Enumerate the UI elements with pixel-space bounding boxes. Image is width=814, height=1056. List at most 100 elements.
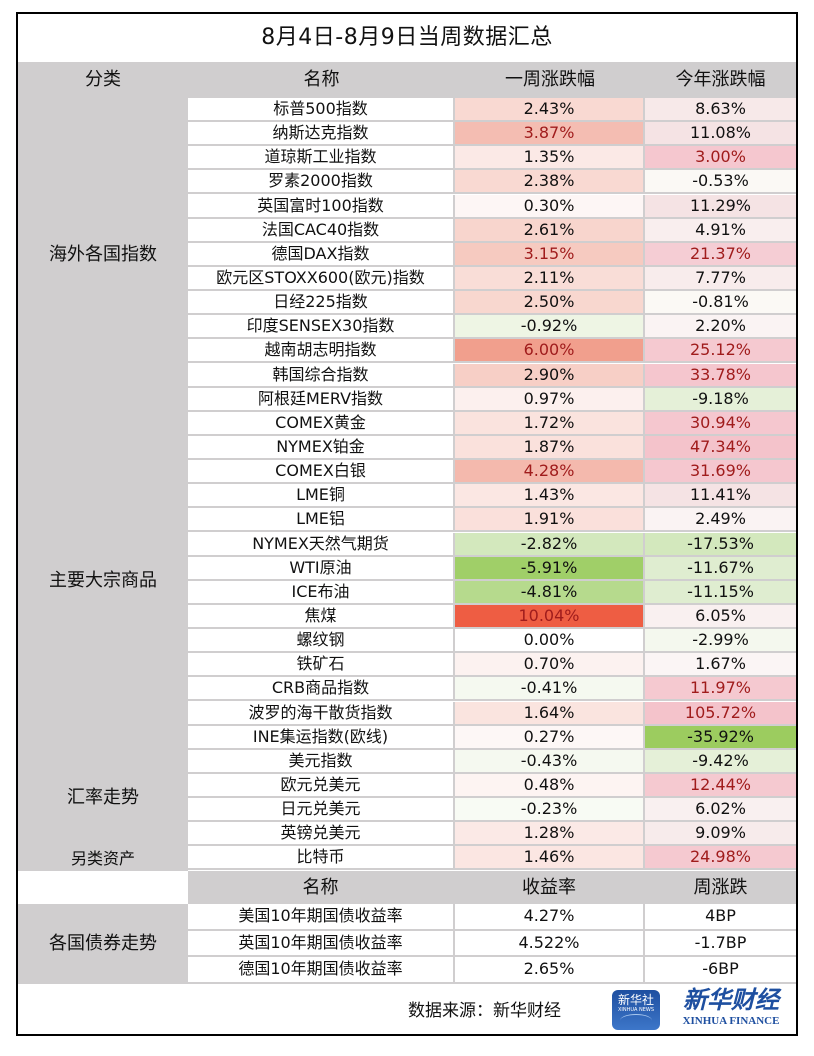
table-row: 美元指数 -0.43% -9.42%: [188, 749, 796, 774]
table-row: 法国CAC40指数 2.61% 4.91%: [188, 218, 796, 243]
table-row: 欧元兑美元 0.48% 12.44%: [188, 773, 796, 798]
header-ytd-change: 今年涨跌幅: [675, 69, 766, 90]
row-name: 焦煤: [188, 604, 455, 629]
bond-header-name: 名称: [302, 877, 339, 898]
row-weekly-change: 2.43%: [455, 98, 645, 122]
category-commodities: 主要大宗商品: [49, 569, 157, 591]
row-name: WTI原油: [188, 556, 455, 581]
row-weekly-change: -0.43%: [455, 749, 645, 774]
row-ytd-change: 2.49%: [645, 508, 796, 533]
bond-rows: 美国10年期国债收益率 4.27% 4BP 英国10年期国债收益率 4.522%…: [188, 904, 796, 984]
footer: 数据来源：新华财经 新华社 XINHUA NEWS 新华财经 XINHUA FI…: [18, 984, 796, 1034]
bond-header-weekly: 周涨跌: [693, 877, 748, 898]
row-name: 印度SENSEX30指数: [188, 315, 455, 340]
row-weekly-change: 1.28%: [455, 822, 645, 847]
table-header: 分类 名称 一周涨跌幅 今年涨跌幅: [18, 62, 796, 98]
row-name: 德国DAX指数: [188, 242, 455, 267]
row-ytd-change: 2.20%: [645, 315, 796, 340]
table-row: 德国DAX指数 3.15% 21.37%: [188, 242, 796, 267]
bond-yield: 4.522%: [455, 930, 645, 958]
row-ytd-change: 24.98%: [645, 846, 796, 871]
row-ytd-change: 11.97%: [645, 677, 796, 702]
row-weekly-change: 1.72%: [455, 411, 645, 436]
category-alternative-assets: 另类资产: [70, 848, 135, 868]
row-weekly-change: 1.91%: [455, 508, 645, 533]
row-ytd-change: 3.00%: [645, 146, 796, 171]
row-ytd-change: 31.69%: [645, 460, 796, 485]
row-weekly-change: 0.00%: [455, 629, 645, 654]
table-row: 欧元区STOXX600(欧元)指数 2.11% 7.77%: [188, 266, 796, 291]
row-name: 道琼斯工业指数: [188, 146, 455, 171]
bond-yield: 2.65%: [455, 957, 645, 982]
bond-yield: 4.27%: [455, 904, 645, 931]
row-ytd-change: 33.78%: [645, 363, 796, 388]
bond-header: 名称 收益率 周涨跌: [18, 871, 796, 904]
row-weekly-change: 3.87%: [455, 122, 645, 147]
row-ytd-change: -9.42%: [645, 749, 796, 774]
row-ytd-change: 12.44%: [645, 773, 796, 798]
bond-header-yield: 收益率: [522, 877, 576, 898]
row-ytd-change: 11.29%: [645, 194, 796, 219]
table-row: 韩国综合指数 2.90% 33.78%: [188, 363, 796, 388]
row-weekly-change: -0.92%: [455, 315, 645, 340]
table-row: 美国10年期国债收益率 4.27% 4BP: [188, 904, 796, 931]
row-ytd-change: 1.67%: [645, 653, 796, 678]
header-category: 分类: [85, 69, 121, 90]
row-name: 越南胡志明指数: [188, 339, 455, 364]
row-name: 法国CAC40指数: [188, 218, 455, 243]
table-row: 焦煤 10.04% 6.05%: [188, 604, 796, 629]
table-row: 波罗的海干散货指数 1.64% 105.72%: [188, 701, 796, 726]
row-weekly-change: -0.41%: [455, 677, 645, 702]
row-name: 韩国综合指数: [188, 363, 455, 388]
row-weekly-change: 0.97%: [455, 387, 645, 412]
bond-weekly: -6BP: [645, 957, 796, 982]
row-weekly-change: 6.00%: [455, 339, 645, 364]
row-name: 纳斯达克指数: [188, 122, 455, 147]
table-row: 标普500指数 2.43% 8.63%: [188, 98, 796, 122]
row-name: 英镑兑美元: [188, 822, 455, 847]
table-row: NYMEX铂金 1.87% 47.34%: [188, 435, 796, 460]
row-name: 日经225指数: [188, 291, 455, 316]
table-row: ICE布油 -4.81% -11.15%: [188, 580, 796, 605]
row-weekly-change: 2.11%: [455, 266, 645, 291]
table-row: 螺纹钢 0.00% -2.99%: [188, 629, 796, 654]
category-fx: 汇率走势: [67, 787, 139, 809]
row-name: 美元指数: [188, 749, 455, 774]
row-ytd-change: -0.53%: [645, 170, 796, 195]
row-name: NYMEX铂金: [188, 435, 455, 460]
table-row: 德国10年期国债收益率 2.65% -6BP: [188, 957, 796, 984]
row-ytd-change: 47.34%: [645, 435, 796, 460]
table-row: 日元兑美元 -0.23% 6.02%: [188, 798, 796, 823]
row-name: 标普500指数: [188, 98, 455, 122]
row-weekly-change: -4.81%: [455, 580, 645, 605]
table-row: WTI原油 -5.91% -11.67%: [188, 556, 796, 581]
bond-weekly: 4BP: [645, 904, 796, 931]
row-name: 波罗的海干散货指数: [188, 701, 455, 726]
row-weekly-change: -5.91%: [455, 556, 645, 581]
row-ytd-change: -35.92%: [645, 725, 796, 750]
category-bonds: 各国债券走势: [49, 933, 157, 954]
bond-name: 德国10年期国债收益率: [188, 957, 455, 982]
table-row: LME铝 1.91% 2.49%: [188, 508, 796, 533]
row-name: NYMEX天然气期货: [188, 532, 455, 557]
data-source: 数据来源：新华财经: [408, 1001, 561, 1021]
row-weekly-change: 1.64%: [455, 701, 645, 726]
table-row: 铁矿石 0.70% 1.67%: [188, 653, 796, 678]
row-ytd-change: 25.12%: [645, 339, 796, 364]
row-weekly-change: 0.48%: [455, 773, 645, 798]
row-weekly-change: 1.43%: [455, 484, 645, 509]
row-weekly-change: 0.30%: [455, 194, 645, 219]
table-row: NYMEX天然气期货 -2.82% -17.53%: [188, 532, 796, 557]
table-row: 印度SENSEX30指数 -0.92% 2.20%: [188, 315, 796, 340]
row-name: COMEX白银: [188, 460, 455, 485]
table-row: COMEX白银 4.28% 31.69%: [188, 460, 796, 485]
row-name: COMEX黄金: [188, 411, 455, 436]
row-name: 铁矿石: [188, 653, 455, 678]
table-row: 罗素2000指数 2.38% -0.53%: [188, 170, 796, 195]
xinhua-news-logo-icon: 新华社 XINHUA NEWS: [612, 990, 660, 1030]
row-weekly-change: -0.23%: [455, 798, 645, 823]
row-name: CRB商品指数: [188, 677, 455, 702]
row-weekly-change: 2.61%: [455, 218, 645, 243]
row-weekly-change: 10.04%: [455, 604, 645, 629]
row-ytd-change: -11.15%: [645, 580, 796, 605]
